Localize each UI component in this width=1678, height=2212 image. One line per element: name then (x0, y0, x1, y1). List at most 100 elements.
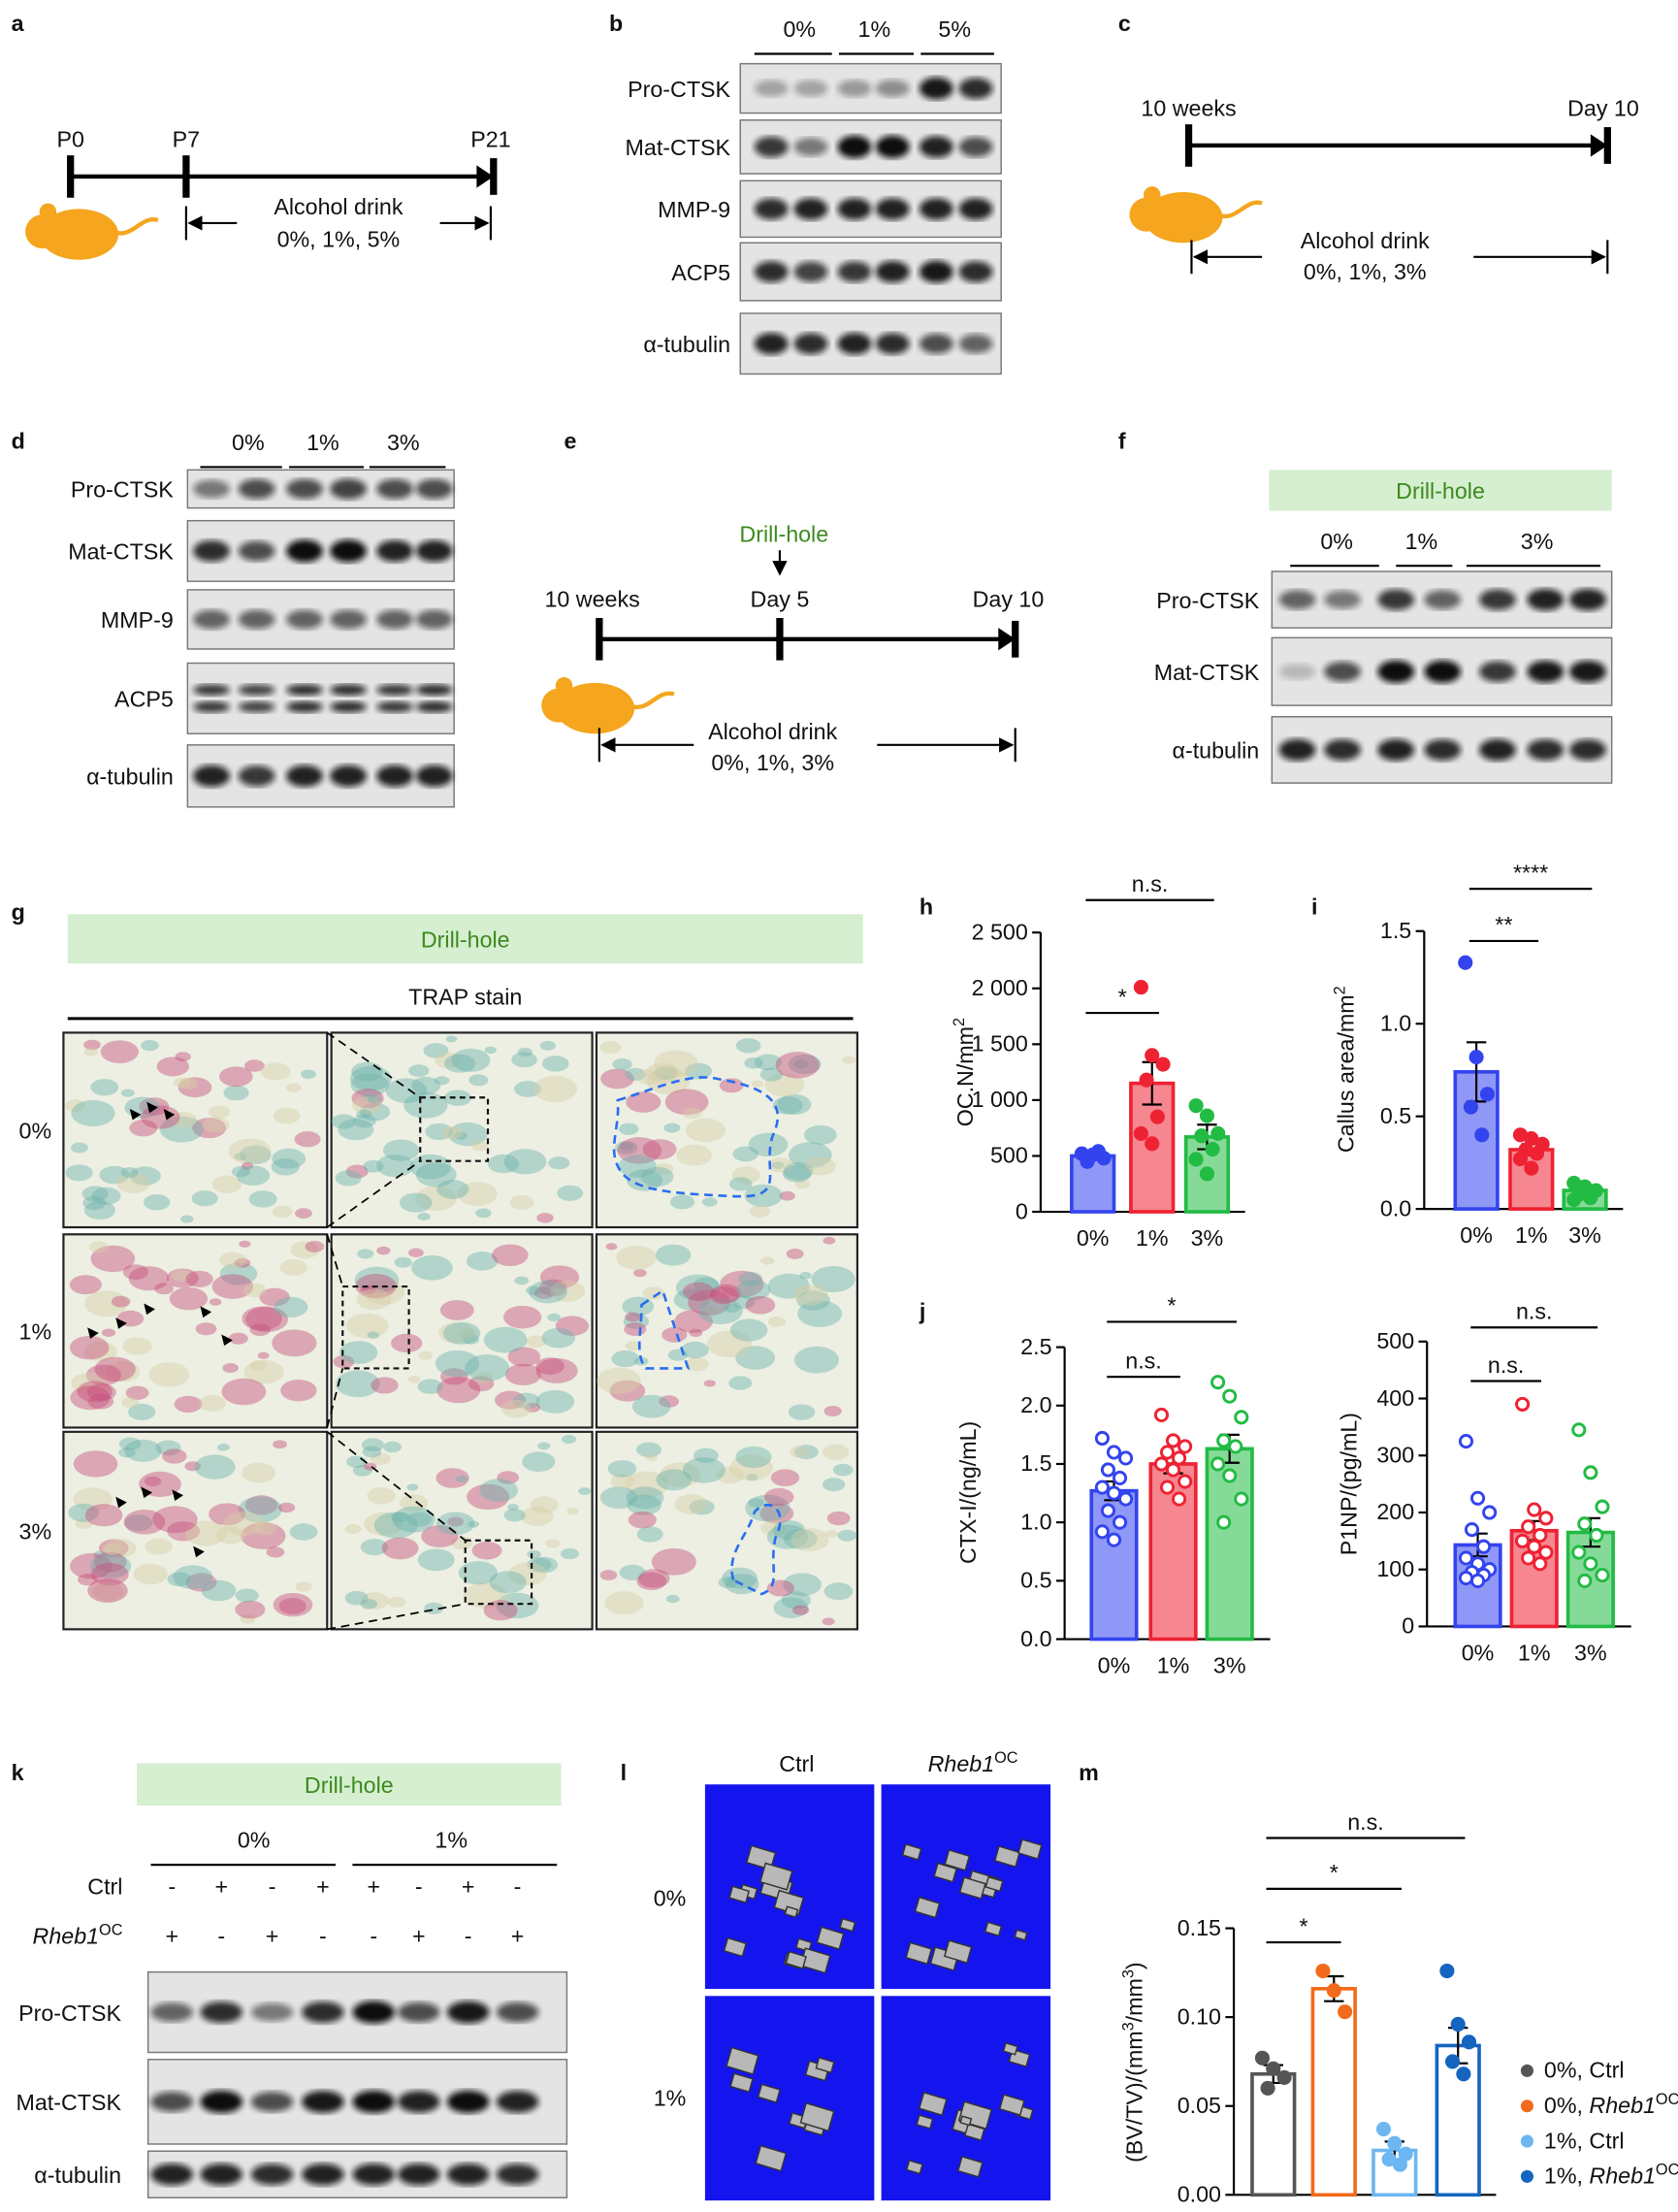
tissue-texture (517, 1047, 532, 1057)
tissue-texture (533, 1286, 555, 1299)
bar (1435, 2043, 1481, 2197)
tissue-texture (842, 1056, 855, 1064)
data-point (1577, 1516, 1593, 1532)
tissue-texture (823, 1582, 854, 1601)
tissue-texture (636, 1572, 667, 1591)
tissue-texture (438, 1321, 474, 1344)
bone-fragment (958, 1876, 986, 1900)
tissue-texture (549, 1281, 586, 1302)
tissue-texture (70, 1553, 113, 1579)
tissue-texture (502, 1305, 542, 1329)
row-label: Pro-CTSK (1156, 588, 1259, 613)
bone-fragment (993, 1845, 1021, 1869)
tissue-texture (719, 1078, 744, 1093)
y-tick-label: 500 (990, 1143, 1028, 1168)
tissue-texture (90, 1079, 119, 1096)
x-tick-label: 0% (1098, 1652, 1131, 1677)
tissue-texture (356, 1288, 392, 1311)
tissue-texture (764, 1072, 805, 1097)
tissue-texture (811, 1265, 855, 1293)
tissue-texture (555, 1316, 590, 1336)
tissue-texture (148, 1362, 190, 1387)
blot-band (875, 135, 910, 159)
data-point (1566, 1192, 1582, 1208)
blot-band (837, 198, 872, 220)
tissue-texture (483, 1326, 528, 1353)
blot-band (793, 261, 828, 282)
tissue-texture (169, 1286, 209, 1311)
tissue-texture (561, 1434, 577, 1445)
tissue-texture (625, 1312, 641, 1322)
tissue-texture (403, 1091, 448, 1119)
timepoint: 10 weeks (1141, 95, 1236, 120)
timepoint: Day 10 (973, 586, 1045, 611)
tissue-texture (425, 1122, 453, 1140)
tissue-texture (245, 1306, 289, 1332)
data-point (1118, 1450, 1134, 1466)
blot-strip (186, 662, 455, 734)
tissue-texture (239, 1145, 272, 1165)
tissue-texture (279, 1258, 307, 1276)
tissue-texture (786, 1249, 804, 1259)
significance-label: * (1168, 1293, 1177, 1318)
tissue-texture (277, 1502, 296, 1513)
panel-letter: m (1079, 1760, 1099, 1785)
tissue-texture (85, 1364, 121, 1386)
blot-band (415, 609, 453, 630)
data-point (1260, 2080, 1275, 2096)
blot-band (330, 684, 367, 696)
tissue-texture (274, 1296, 308, 1317)
tissue-texture (654, 1065, 678, 1081)
tissue-texture (209, 1503, 246, 1526)
tissue-texture (492, 1244, 529, 1267)
tissue-texture (728, 1376, 753, 1390)
x-tick-label: 1% (1518, 1640, 1551, 1665)
blot-band (397, 2163, 440, 2186)
bone-fragment (963, 2123, 985, 2141)
tissue-texture (121, 1397, 140, 1409)
tissue-texture (463, 1334, 479, 1345)
mouse-body (555, 682, 635, 734)
tissue-texture (351, 1061, 384, 1082)
blot-band (1479, 661, 1516, 682)
blot-band (286, 609, 323, 630)
tissue-texture (694, 1448, 719, 1464)
significance-label: * (1118, 984, 1127, 1009)
data-point (1571, 1545, 1587, 1560)
tissue-texture (83, 1039, 101, 1051)
tissue-texture (238, 1496, 282, 1523)
text-part: 3 (1120, 2022, 1138, 2031)
osteoclast-arrowhead (129, 1108, 142, 1121)
blot-band (1569, 660, 1606, 683)
data-point (1463, 1099, 1478, 1115)
blot-band (496, 2001, 539, 2023)
tissue-texture (84, 1504, 123, 1527)
tissue-texture (128, 1403, 156, 1420)
data-point (1595, 1568, 1610, 1583)
tissue-texture (509, 1194, 534, 1210)
tissue-texture (73, 1450, 118, 1478)
tissue-texture (772, 1096, 803, 1115)
tissue-texture (129, 1120, 158, 1137)
tissue-texture (280, 1379, 317, 1402)
tissue-texture (106, 1361, 141, 1382)
blot-band (875, 333, 910, 355)
tissue-texture (548, 1156, 570, 1170)
tissue-texture (599, 1040, 622, 1055)
tissue-texture (451, 1048, 491, 1072)
panel-letter: d (12, 429, 25, 454)
bone-fragment (784, 1905, 799, 1918)
data-point (1106, 1532, 1122, 1547)
tissue-texture (141, 1040, 159, 1052)
row-label: 1% (19, 1319, 52, 1345)
tissue-texture (371, 1452, 391, 1465)
tissue-texture (767, 1157, 793, 1173)
tissue-texture (535, 1357, 578, 1383)
tissue-texture (133, 1564, 168, 1585)
data-point (1461, 2034, 1477, 2050)
tissue-texture (352, 1464, 372, 1477)
tissue-texture (618, 1122, 639, 1135)
blot-band (837, 80, 872, 97)
tissue-texture (338, 1119, 374, 1141)
row-label: Mat-CTSK (68, 539, 174, 565)
